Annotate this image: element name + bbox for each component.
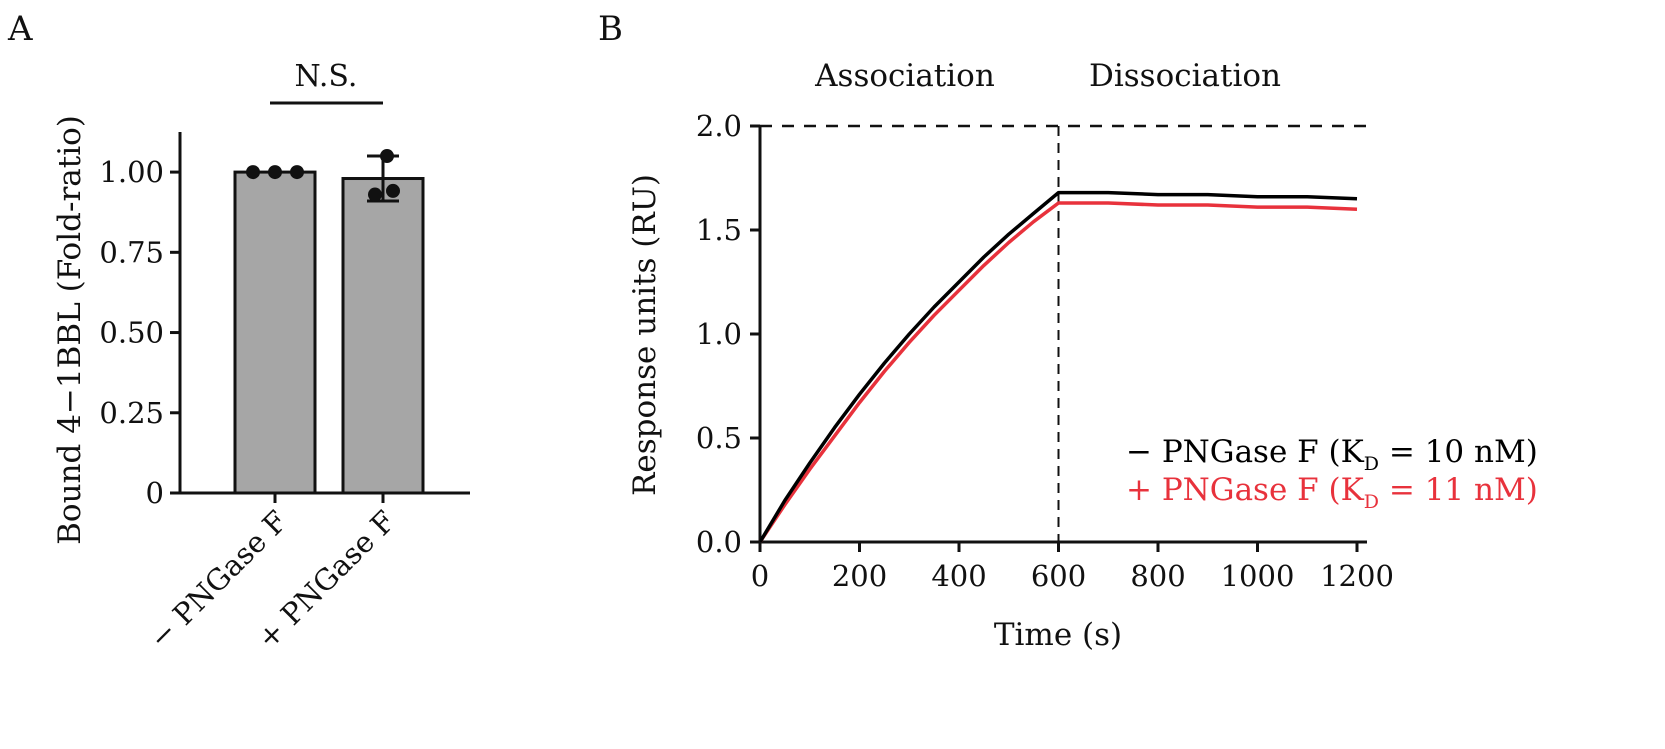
panel-a-y-tick-label: 0.25 [99,396,164,430]
legend-subscript: D [1364,491,1379,513]
data-point [268,165,282,180]
panel-a-bars [233,154,425,495]
panel-b-y-tick-label: 0.5 [696,421,742,455]
panel-b-y-tick-label: 2.0 [696,109,742,143]
data-point [380,149,394,164]
panel-a-y-tick-label: 0.50 [99,316,164,350]
legend-entry-minus-pngase-f: − PNGase F (KD = 10 nM) [1126,434,1538,475]
panel-b-x-tick-label: 1000 [1221,559,1295,593]
legend-text-tail: = 11 nM) [1379,472,1538,508]
legend-subscript: D [1364,453,1379,475]
data-point [368,187,382,202]
panel-a-points [246,149,400,202]
panel-b-legend: − PNGase F (KD = 10 nM)+ PNGase F (KD = … [1126,434,1538,513]
bar-1 [233,170,317,495]
data-point [290,165,304,180]
panel-b-y-tick-label: 1.0 [696,317,742,351]
dissociation-label: Dissociation [1089,58,1281,94]
panel-b-y-tick-label: 0.0 [696,525,742,559]
panel-b-x-tick-label: 600 [1031,559,1086,593]
panel-b-lines [758,190,1358,543]
panel-a-letter: A [7,9,33,49]
panel-b-ticks: 0.0 0.5 1.0 1.5 2.0 0 200 400 600 800 1000 1200 [696,109,1394,593]
panel-b: B 0.0 0.5 1.0 1.5 2.0 0 200 400 600 800 1000 1200 A… [598,9,1538,653]
legend-entry-plus-pngase-f: + PNGase F (KD = 11 nM) [1126,472,1538,513]
significance-label: N.S. [295,59,358,94]
panel-b-y-axis-title: Response units (RU) [627,174,663,496]
panel-a-axes [178,132,470,495]
panel-b-x-tick-label: 200 [832,559,887,593]
panel-b-x-tick-label: 800 [1130,559,1185,593]
panel-a-y-tick-label: 0.75 [99,235,164,269]
legend-text-tail: = 10 nM) [1379,434,1538,470]
panel-b-letter: B [598,9,623,49]
series-line-minus-pngase-f [758,190,1358,543]
panel-b-x-tick-label: 0 [751,559,769,593]
data-point [386,183,400,198]
panel-b-x-axis-title: Time (s) [994,617,1122,653]
panel-b-x-tick-label: 1200 [1320,559,1394,593]
panel-a-y-tick-label: 1.00 [99,155,164,189]
panel-a: A 00.250.500.751.00− PNGase F+ PNGase F … [7,9,470,655]
panel-a-y-axis-title: Bound 4−1BBL (Fold-ratio) [52,115,88,545]
panel-b-y-tick-label: 1.5 [696,213,742,247]
panel-a-y-tick-label: 0 [146,476,164,510]
data-point [246,165,260,180]
panel-b-x-tick-label: 400 [931,559,986,593]
legend-text: − PNGase F (K [1126,434,1365,470]
legend-text: + PNGase F (K [1126,472,1365,508]
bar-2 [341,177,425,495]
association-label: Association [814,58,995,94]
series-line-plus-pngase-f [758,201,1358,543]
